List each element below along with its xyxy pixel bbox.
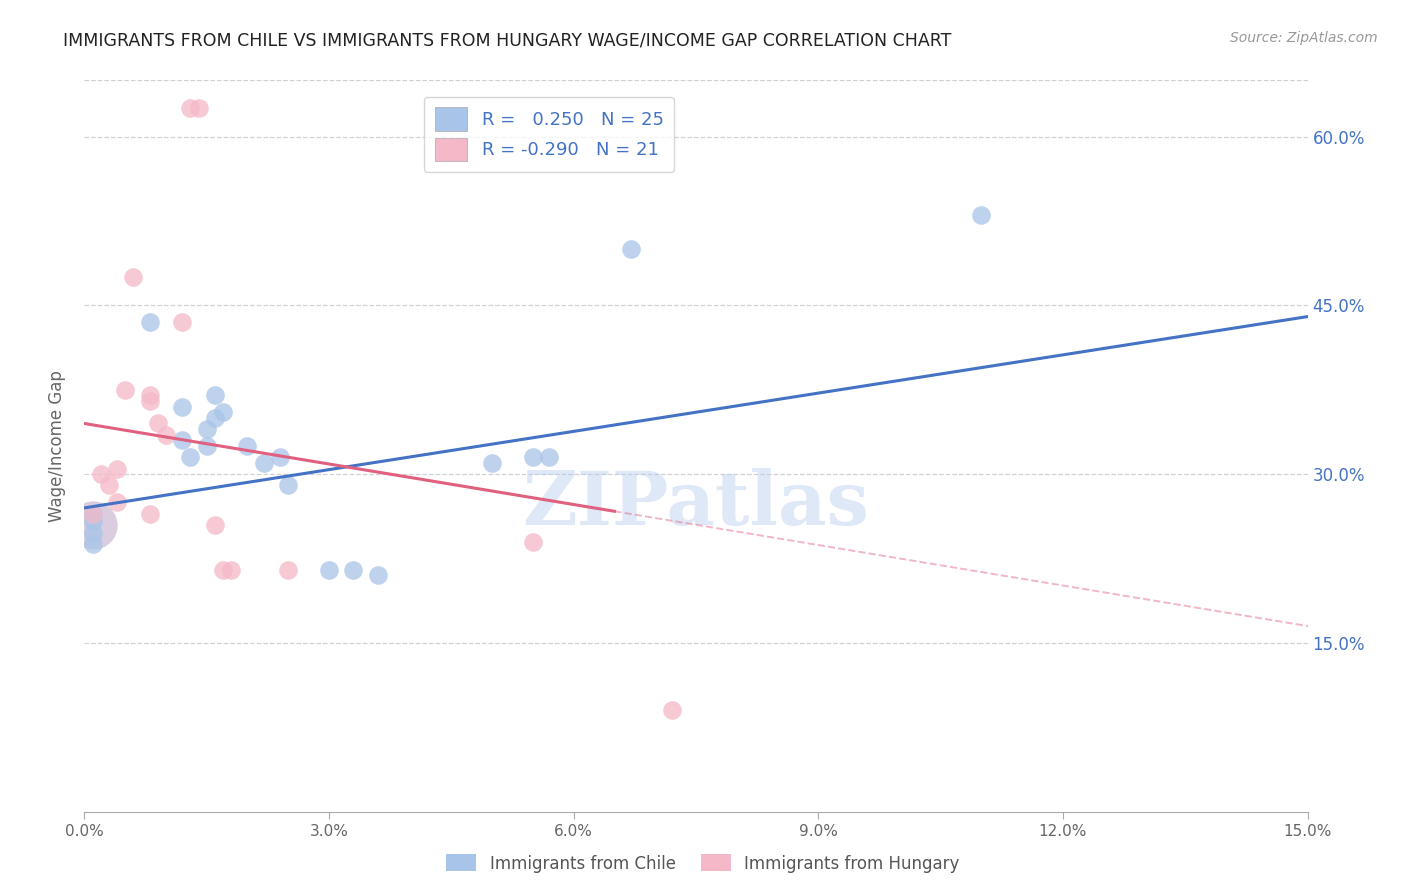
Point [138, 507, 160, 521]
Point [620, 242, 643, 256]
Point [318, 563, 340, 577]
Point [146, 417, 169, 431]
Point [105, 461, 128, 475]
Point [138, 388, 160, 402]
Point [82, 525, 104, 540]
Point [155, 427, 177, 442]
Point [236, 439, 259, 453]
Point [172, 400, 194, 414]
Point [179, 102, 201, 116]
Point [90, 467, 112, 482]
Point [481, 456, 503, 470]
Point [172, 434, 194, 448]
Point [538, 450, 561, 465]
Y-axis label: Wage/Income Gap: Wage/Income Gap [48, 370, 66, 522]
Point [195, 422, 218, 436]
Point [522, 450, 544, 465]
Point [342, 563, 364, 577]
Point [212, 405, 235, 419]
Point [122, 270, 145, 285]
Point [277, 563, 299, 577]
Point [187, 102, 209, 116]
Point [105, 495, 128, 509]
Text: Source: ZipAtlas.com: Source: ZipAtlas.com [1230, 31, 1378, 45]
Legend: R =   0.250   N = 25, R = -0.290   N = 21: R = 0.250 N = 25, R = -0.290 N = 21 [423, 96, 675, 172]
Point [204, 517, 226, 532]
Point [970, 208, 993, 222]
Point [219, 563, 242, 577]
Point [212, 563, 235, 577]
Point [195, 439, 218, 453]
Point [138, 394, 160, 409]
Point [179, 450, 201, 465]
Point [522, 534, 544, 549]
Point [204, 388, 226, 402]
Point [253, 456, 276, 470]
Point [204, 410, 226, 425]
Point [82, 507, 104, 521]
Point [82, 515, 104, 529]
Point [661, 703, 683, 717]
Point [172, 315, 194, 329]
Point [138, 315, 160, 329]
Text: IMMIGRANTS FROM CHILE VS IMMIGRANTS FROM HUNGARY WAGE/INCOME GAP CORRELATION CHA: IMMIGRANTS FROM CHILE VS IMMIGRANTS FROM… [63, 31, 952, 49]
Point [114, 383, 136, 397]
Point [97, 478, 120, 492]
Point [82, 517, 104, 532]
Point [277, 478, 299, 492]
Point [269, 450, 291, 465]
Point [367, 568, 389, 582]
Point [82, 507, 104, 521]
Legend: Immigrants from Chile, Immigrants from Hungary: Immigrants from Chile, Immigrants from H… [440, 847, 966, 880]
Point [82, 517, 104, 532]
Text: ZIPatlas: ZIPatlas [523, 468, 869, 541]
Point [82, 537, 104, 551]
